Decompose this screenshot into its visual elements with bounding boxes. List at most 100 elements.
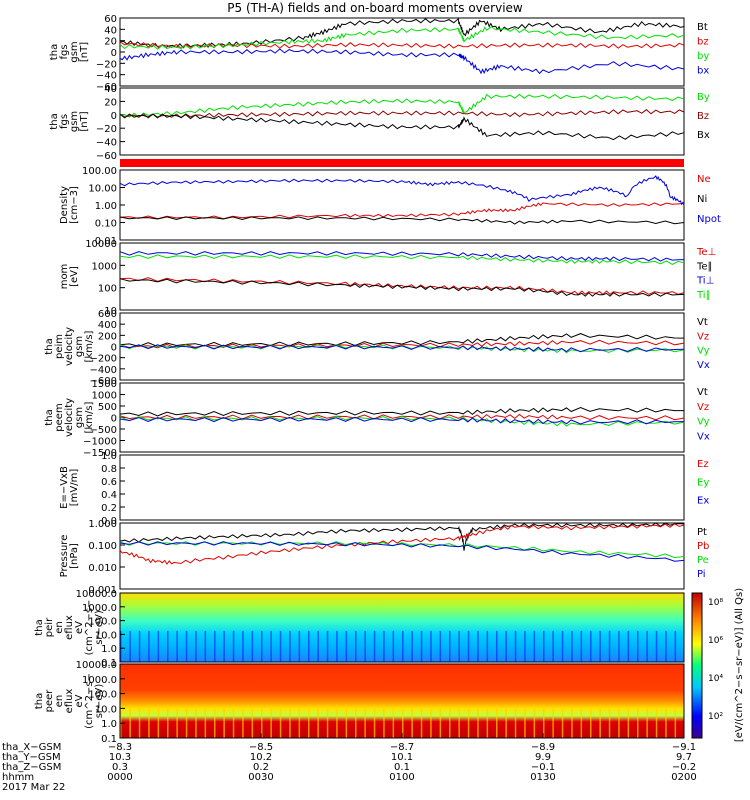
spectrogram-streak: [458, 630, 460, 662]
y-axis-label: E=−VxB[mV/m]: [59, 466, 80, 509]
legend-Vt: Vt: [697, 317, 708, 328]
x-tick-label: −8.5: [249, 742, 273, 753]
x-tick-label: 0.1: [394, 762, 410, 773]
series-line-Npot: [119, 175, 685, 206]
series-line-Vx: [119, 344, 685, 353]
spectrogram-streak: [505, 704, 507, 738]
x-tick-label: 0.2: [253, 762, 269, 773]
spectrogram-streak: [496, 704, 498, 738]
series-line-Vt: [119, 333, 685, 348]
spectrogram-streak: [561, 704, 564, 738]
spectrogram-streak: [270, 704, 272, 738]
legend-Vx: Vx: [697, 431, 710, 442]
figure-title: P5 (TH-A) fields and on-board moments ov…: [227, 1, 523, 15]
spectrogram-streak: [646, 630, 648, 662]
y-tick-label: 10: [104, 306, 117, 317]
panel-frame: [119, 87, 685, 156]
y-axis-label-line: Density: [59, 186, 70, 224]
spectrogram-streak: [355, 630, 357, 662]
y-axis-label-line: peir: [44, 617, 55, 637]
spectrogram-streak: [345, 704, 348, 738]
y-axis-label-line: [km/s]: [84, 401, 95, 433]
series-line-By: [119, 93, 685, 118]
spectrogram-streak: [402, 630, 404, 662]
y-tick-label: −1000: [83, 437, 117, 448]
spectrogram-streak: [270, 630, 272, 662]
series-line-Pb: [119, 523, 685, 565]
legend-Vx: Vx: [697, 360, 710, 371]
y-tick-label: −40: [96, 71, 117, 82]
spectrogram-streak: [411, 704, 413, 738]
y-tick-label: 0.0: [101, 516, 117, 527]
legend-bx: bx: [697, 66, 709, 77]
spectrogram-streak: [590, 704, 592, 738]
spectrogram-streak: [383, 704, 385, 738]
spectrogram-streak: [505, 630, 507, 662]
series-line-Pe: [119, 541, 685, 559]
series-line-Pt: [119, 522, 685, 551]
x-tick-label: 10.2: [250, 752, 272, 763]
y-tick-label: 1.0: [101, 644, 117, 655]
y-tick-label: 600: [98, 309, 117, 320]
spectrogram-streak: [533, 704, 536, 738]
x-tick-label: 9.7: [676, 752, 692, 763]
spectrogram-streak: [129, 630, 131, 662]
spectrogram-streak: [486, 704, 489, 738]
spectrogram-streak: [608, 704, 611, 738]
spectrogram-streak: [467, 630, 470, 662]
spectrogram-streak: [467, 704, 470, 738]
legend-Vy: Vy: [697, 346, 710, 357]
spectrogram-streak: [496, 630, 498, 662]
x-tick-label: −0.2: [672, 762, 696, 773]
spectrogram-streak: [120, 630, 122, 662]
spectrogram-streak: [439, 630, 442, 662]
y-tick-label: 0.1: [101, 734, 117, 745]
y-axis-label-line: tha: [49, 44, 60, 60]
y-axis-label-line: [km/s]: [84, 330, 95, 362]
y-tick-label: 20: [104, 37, 117, 48]
spectrogram-streak: [326, 704, 329, 738]
y-tick-label: −500: [90, 425, 117, 436]
spectrogram-streak: [223, 704, 225, 738]
y-tick-label: −20: [96, 59, 117, 70]
spectrogram-streak: [167, 704, 169, 738]
legend-bz: bz: [697, 37, 709, 48]
y-tick-label: 0.001: [88, 585, 117, 596]
y-tick-label: −1500: [83, 448, 117, 459]
y-tick-label: −400: [90, 365, 117, 376]
spectrogram-streak: [580, 704, 583, 738]
spectrogram-streak: [232, 630, 235, 662]
panel-fgs_gsm_eq: 40 20 0 −20 −40 −60 thafgsgsm[nT] By Bz Bx: [49, 84, 710, 162]
spectrogram-streak: [157, 704, 160, 738]
y-tick-label: 10000: [85, 239, 117, 250]
spectrogram-streak: [383, 630, 385, 662]
spectrogram-streak: [430, 704, 432, 738]
spectrogram-streak: [552, 704, 554, 738]
spectrogram-streak: [308, 704, 310, 738]
y-tick-label: 1000: [92, 261, 117, 272]
y-axis-label: thapeerenefluxeV(cm^2−s−sr−eV): [34, 673, 105, 729]
y-tick-label: 1.00: [95, 201, 117, 212]
y-axis-label-line: sr−eV): [94, 610, 105, 645]
spectrogram-streak: [627, 630, 630, 662]
spectrogram-streak: [157, 630, 160, 662]
y-tick-label: −20: [96, 124, 117, 135]
spectrogram-streak: [214, 630, 216, 662]
y-tick-label: 1500: [92, 379, 117, 390]
spectrogram-streak: [618, 704, 620, 738]
panel-frame: [119, 312, 685, 381]
spectrogram-streak: [261, 630, 263, 662]
y-tick-label: −600: [90, 376, 117, 387]
spectrogram-streak: [148, 630, 150, 662]
spectrogram-streak: [336, 630, 338, 662]
x-row-label: tha_Z−GSM: [2, 762, 61, 773]
spectrogram-streak: [176, 704, 178, 738]
y-tick-label: 0.6: [101, 477, 117, 488]
spectrogram-streak: [411, 630, 413, 662]
series-line-bx: [119, 48, 685, 75]
y-axis-label-line: [nT]: [79, 42, 90, 62]
spectrogram-streak: [533, 630, 536, 662]
x-tick-label: 0030: [248, 772, 273, 783]
y-tick-label: 0.10: [95, 219, 117, 230]
